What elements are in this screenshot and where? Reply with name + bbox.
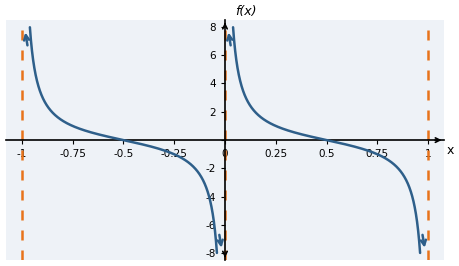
Text: f(x): f(x) bbox=[235, 5, 257, 18]
Text: x: x bbox=[447, 144, 454, 157]
